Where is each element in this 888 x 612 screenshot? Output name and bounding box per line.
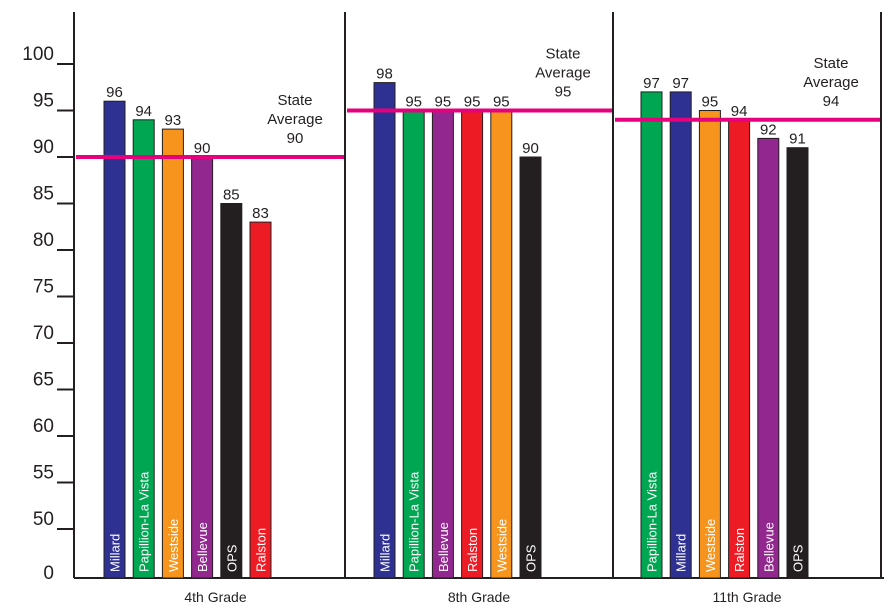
state-average-title: State	[813, 55, 848, 72]
bar-district-label: Bellevue	[436, 522, 451, 572]
y-tick-label: 90	[33, 137, 54, 158]
group-label: 8th Grade	[448, 589, 510, 605]
bar	[461, 110, 484, 579]
bar	[161, 128, 184, 579]
bar	[103, 100, 126, 579]
state-average-value: 94	[823, 93, 840, 110]
bar-district-label: Millard	[378, 534, 393, 572]
y-tick-label: 95	[33, 91, 54, 112]
bar-value-label: 98	[376, 66, 393, 83]
bar-district-label: Papillion-La Vista	[137, 471, 152, 572]
bar-district-label: Ralston	[732, 528, 747, 572]
bar-value-label: 90	[522, 140, 539, 157]
state-average-subtitle: Average	[803, 74, 859, 91]
bar	[431, 110, 454, 579]
y-tick-label: 55	[33, 463, 54, 484]
bar-district-label: Bellevue	[761, 522, 776, 572]
bar-district-label: Ralston	[465, 528, 480, 572]
bar-district-label: OPS	[791, 544, 806, 572]
state-average-title: State	[277, 92, 312, 109]
y-tick-label: 50	[33, 509, 54, 530]
bar-value-label: 95	[702, 94, 719, 111]
bar-district-label: Ralston	[254, 528, 269, 572]
bar-value-label: 97	[672, 75, 689, 92]
bar-district-label: Papillion-La Vista	[407, 471, 422, 572]
bar-value-label: 95	[493, 94, 510, 111]
bar	[490, 110, 513, 579]
bar-value-label: 90	[194, 140, 211, 157]
bar-value-label: 92	[760, 121, 777, 138]
y-tick-label: 70	[33, 323, 54, 344]
state-average-title: State	[545, 46, 580, 63]
group-label: 4th Grade	[184, 589, 246, 605]
bar-value-label: 94	[731, 103, 748, 120]
bar-value-label: 95	[464, 94, 481, 111]
bar	[519, 156, 542, 579]
group-label: 11th Grade	[712, 589, 781, 605]
y-tick-label: 75	[33, 277, 54, 298]
bar	[669, 91, 692, 579]
bar	[373, 82, 396, 579]
bar-district-label: Westside	[166, 519, 181, 572]
bar-value-label: 96	[106, 84, 123, 101]
y-tick-label: 85	[33, 184, 54, 205]
bar-district-label: Millard	[108, 534, 123, 572]
bar-value-label: 91	[789, 131, 806, 148]
y-tick-label: 65	[33, 370, 54, 391]
y-tick-label: 60	[33, 416, 54, 437]
bar-value-label: 85	[223, 187, 240, 204]
bar-value-label: 83	[252, 205, 269, 222]
state-average-value: 95	[555, 84, 572, 101]
bar-value-label: 93	[165, 112, 182, 129]
bar-district-label: OPS	[224, 544, 239, 572]
bar-district-label: OPS	[524, 544, 539, 572]
bar	[698, 110, 721, 579]
bar-value-label: 94	[135, 103, 152, 120]
bar	[249, 221, 272, 579]
bar	[132, 119, 155, 579]
bar-district-label: Millard	[674, 534, 689, 572]
bar-value-label: 97	[643, 75, 660, 92]
bar	[640, 91, 663, 579]
state-average-subtitle: Average	[535, 65, 591, 82]
state-average-subtitle: Average	[267, 111, 323, 128]
y-tick-label: 80	[33, 230, 54, 251]
y-tick-label: 0	[43, 563, 54, 584]
bar-district-label: Westside	[494, 519, 509, 572]
bar-district-label: Bellevue	[195, 522, 210, 572]
bar	[220, 203, 243, 579]
bar-value-label: 95	[405, 94, 422, 111]
bar	[786, 147, 809, 579]
bar	[757, 137, 780, 579]
bar	[191, 156, 214, 579]
bar	[728, 119, 751, 579]
y-tick-label: 100	[22, 44, 54, 65]
state-average-value: 90	[287, 130, 304, 147]
bar-district-label: Westside	[703, 519, 718, 572]
bar-value-label: 95	[435, 94, 452, 111]
bar-district-label: Papillion-La Vista	[645, 471, 660, 572]
